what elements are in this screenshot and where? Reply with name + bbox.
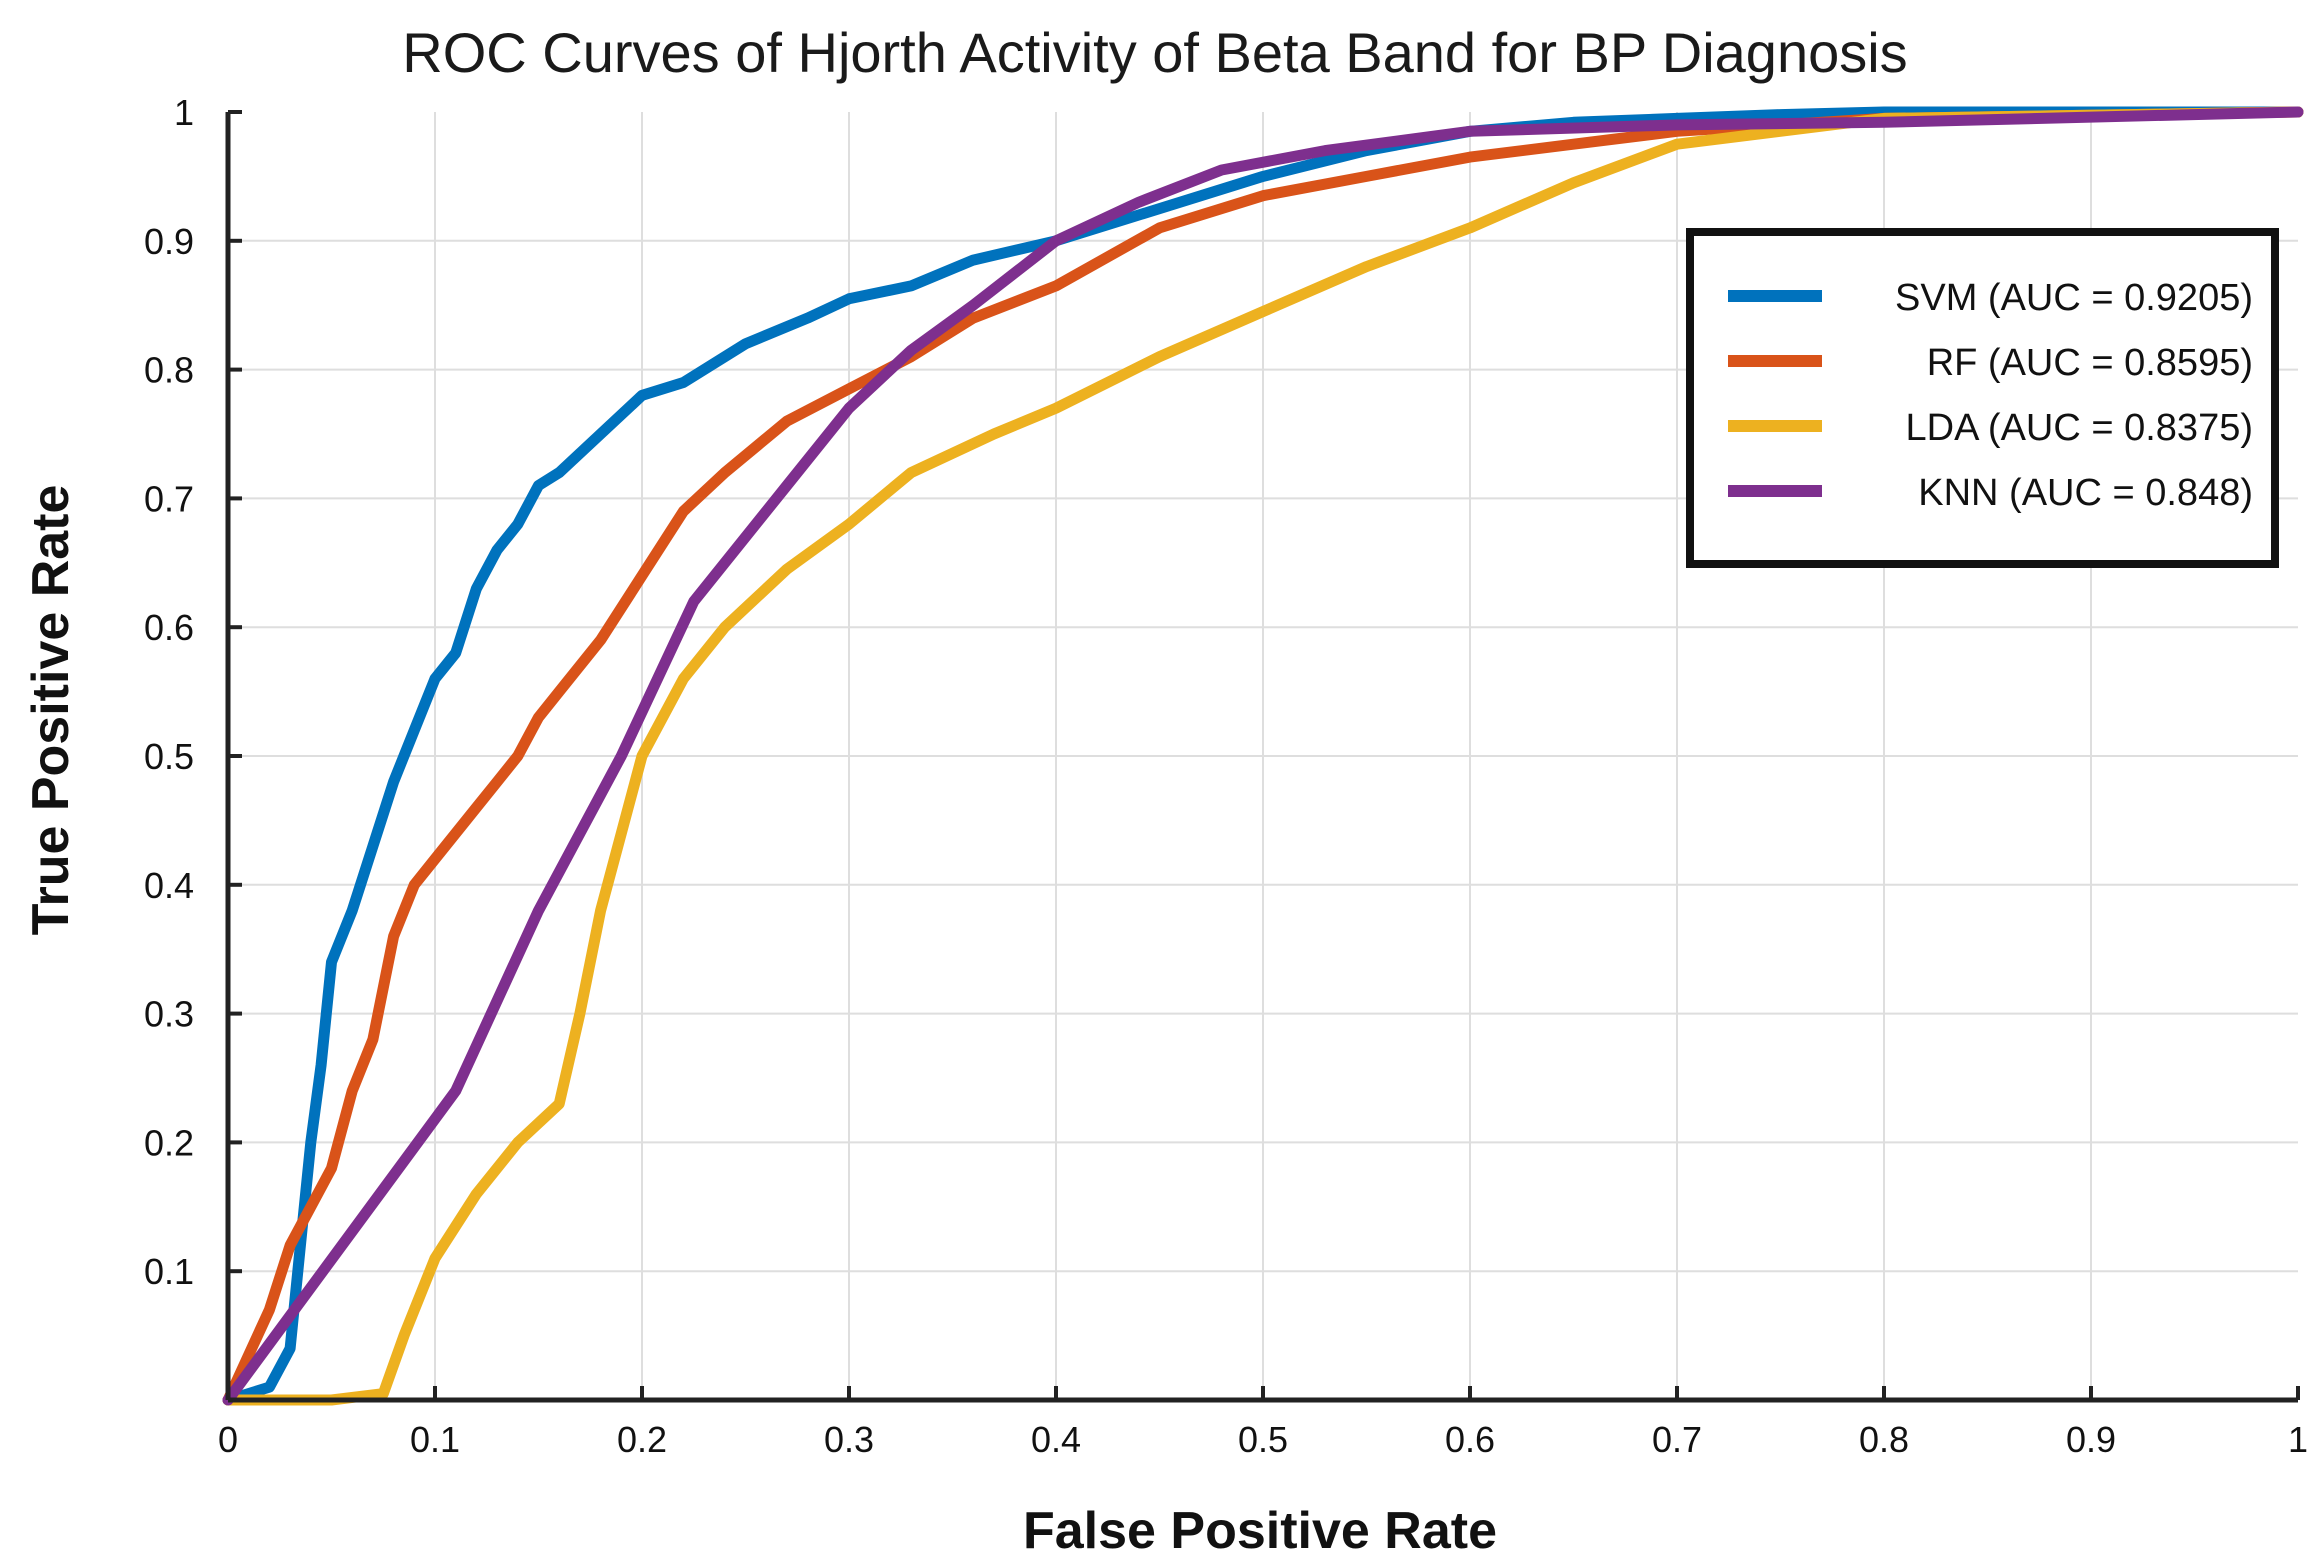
roc-curve-2 xyxy=(222,106,2304,1406)
x-tick-label: 0.8 xyxy=(1859,1419,1909,1460)
axes: 0 0.1 0.2 0.3 0.4 0.5 0.6 0.7 0.8 0.9 1 0.1 0.2 0.3 0.… xyxy=(144,92,2308,1460)
y-tick-label: 0.9 xyxy=(144,221,194,262)
grid xyxy=(228,112,2298,1400)
chart-title: ROC Curves of Hjorth Activity of Beta Ba… xyxy=(402,21,1907,84)
roc-curve-1 xyxy=(222,106,2304,1406)
y-tick-label: 0.8 xyxy=(144,350,194,391)
x-tick-label: 0.9 xyxy=(2066,1419,2116,1460)
legend: SVM (AUC = 0.9205) RF (AUC = 0.8595) LDA (… xyxy=(1686,228,2279,568)
y-tick-label: 0.6 xyxy=(144,607,194,648)
x-tick-label: 0.6 xyxy=(1445,1419,1495,1460)
x-tick-label: 0.1 xyxy=(410,1419,460,1460)
y-tick-label: 0.4 xyxy=(144,865,194,906)
x-tick-label: 1 xyxy=(2288,1419,2308,1460)
legend-label: RF (AUC = 0.8595) xyxy=(1927,342,2253,384)
x-tick-label: 0.2 xyxy=(617,1419,667,1460)
legend-label: LDA (AUC = 0.8375) xyxy=(1906,407,2253,449)
y-tick-label: 1 xyxy=(174,92,194,133)
legend-label: SVM (AUC = 0.9205) xyxy=(1895,277,2253,319)
y-tick-label: 0.3 xyxy=(144,994,194,1035)
x-tick-label: 0.3 xyxy=(824,1419,874,1460)
y-tick-label: 0.5 xyxy=(144,736,194,777)
roc-curve-3 xyxy=(222,106,2304,1406)
x-axis-label: False Positive Rate xyxy=(1023,1502,1497,1560)
x-tick-label: 0.5 xyxy=(1238,1419,1288,1460)
x-tick-label: 0.4 xyxy=(1031,1419,1081,1460)
y-tick-label: 0.7 xyxy=(144,478,194,519)
x-tick-label: 0.7 xyxy=(1652,1419,1702,1460)
y-axis-label: True Positive Rate xyxy=(22,485,80,936)
legend-label: KNN (AUC = 0.848) xyxy=(1918,472,2253,514)
curves xyxy=(222,106,2304,1406)
x-tick-label: 0 xyxy=(218,1419,238,1460)
legend-box xyxy=(1686,228,2279,568)
y-tick-label: 0.1 xyxy=(144,1251,194,1292)
y-tick-label: 0.2 xyxy=(144,1122,194,1163)
